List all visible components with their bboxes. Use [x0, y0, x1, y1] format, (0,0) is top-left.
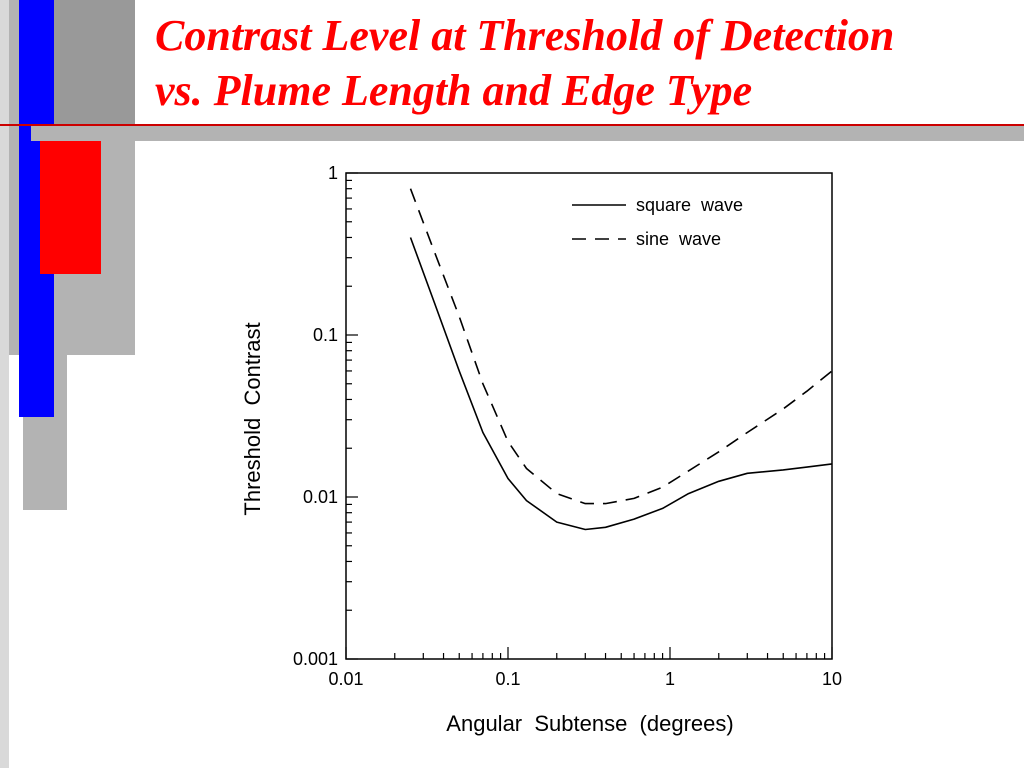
- series-line-sine-wave: [409, 188, 833, 505]
- x-tick-label: 1: [665, 669, 675, 689]
- x-tick-label: 10: [822, 669, 842, 689]
- legend: square wave sine wave: [572, 195, 743, 249]
- deco-gray-shadow-line: [31, 126, 1024, 141]
- axis-ticks: [345, 172, 833, 660]
- legend-label-sine-wave: sine wave: [636, 229, 721, 249]
- y-tick-label: 0.001: [293, 649, 338, 669]
- x-tick-label: 0.01: [328, 669, 363, 689]
- deco-white-shadow-cut: [135, 141, 965, 143]
- y-tick-label: 0.01: [303, 487, 338, 507]
- deco-red-block: [40, 141, 101, 274]
- x-tick-label: 0.1: [495, 669, 520, 689]
- y-tick-label: 1: [328, 163, 338, 183]
- deco-gray-thin-bar: [0, 0, 9, 768]
- y-tick-label: 0.1: [313, 325, 338, 345]
- series-line-square-wave: [409, 237, 833, 531]
- slide-title-line2: vs. Plume Length and Edge Type: [155, 66, 753, 115]
- slide-title-line1: Contrast Level at Threshold of Detection: [155, 11, 895, 60]
- x-axis-label: Angular Subtense (degrees): [446, 711, 733, 736]
- slide-title: Contrast Level at Threshold of Detection…: [155, 8, 1020, 118]
- legend-label-square-wave: square wave: [636, 195, 743, 215]
- y-axis-label: Threshold Contrast: [240, 322, 265, 515]
- plot-frame: [345, 172, 833, 660]
- title-underline-rule: [0, 124, 1024, 126]
- series-lines: [409, 188, 833, 531]
